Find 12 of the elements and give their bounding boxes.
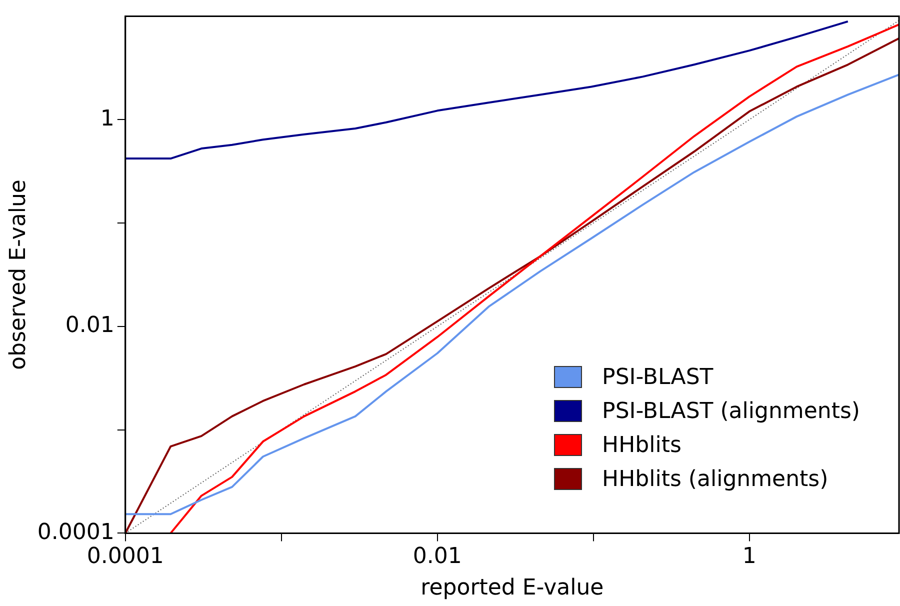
x-tick-label: 0.01 (412, 544, 462, 570)
legend-label: PSI-BLAST (602, 364, 714, 390)
y-tick-label: 0.0001 (37, 520, 114, 545)
y-tick-label: 1 (100, 106, 114, 132)
x-tick-label: 1 (742, 544, 756, 570)
legend-label: PSI-BLAST (alignments) (602, 398, 860, 424)
legend-label: HHblits (602, 432, 682, 458)
x-tick-label: 0.0001 (86, 544, 164, 570)
y-tick-label: 0.01 (65, 313, 114, 338)
legend-label: HHblits (alignments) (602, 466, 828, 492)
y-axis-title: observed E-value (6, 180, 31, 370)
x-axis-title: reported E-value (420, 576, 604, 601)
